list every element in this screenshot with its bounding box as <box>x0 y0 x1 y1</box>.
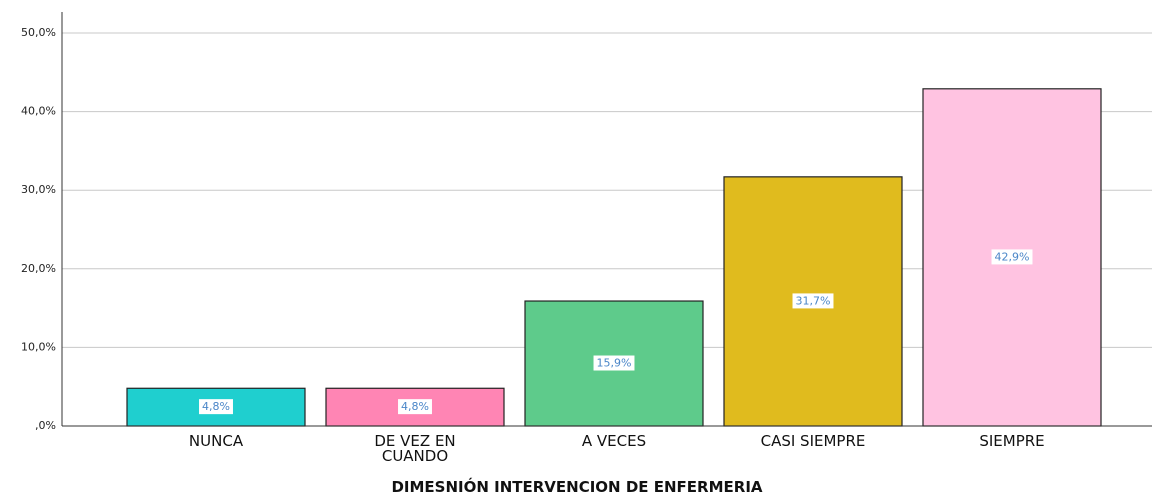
x-tick-label: CASI SIEMPRE <box>760 432 866 450</box>
y-tick-label: 30,0% <box>21 183 56 196</box>
value-label: 4,8% <box>401 400 429 413</box>
y-tick-label: 10,0% <box>21 340 56 353</box>
value-label-box <box>199 399 233 415</box>
x-tick-label: SIEMPRE <box>979 432 1045 450</box>
y-tick-label: 40,0% <box>21 105 56 118</box>
y-tick-label: 20,0% <box>21 262 56 275</box>
y-tick-label: 50,0% <box>21 26 56 39</box>
y-tick-label: ,0% <box>35 419 56 432</box>
value-label: 42,9% <box>995 250 1030 263</box>
x-tick-label: DE VEZ EN CUANDO <box>374 432 456 465</box>
value-label-box <box>398 399 432 415</box>
x-tick-label: A VECES <box>581 432 647 450</box>
value-label: 31,7% <box>796 294 831 307</box>
value-label-box <box>792 293 834 309</box>
value-label-box <box>991 249 1033 265</box>
x-axis-label: DIMESNIÓN INTERVENCION DE ENFERMERIA <box>391 478 763 495</box>
value-label: 15,9% <box>597 357 632 370</box>
x-tick-label: NUNCA <box>188 432 244 450</box>
value-label: 4,8% <box>202 400 230 413</box>
value-label-box <box>593 355 635 371</box>
